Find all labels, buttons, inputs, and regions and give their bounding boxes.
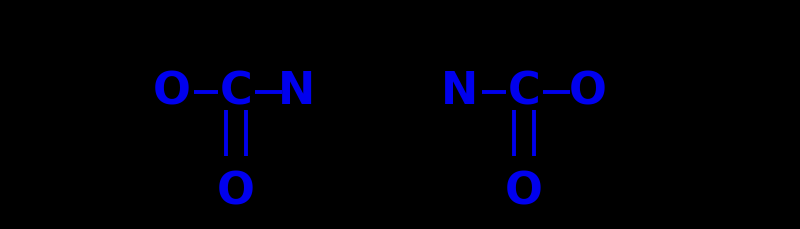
- Text: O: O: [569, 70, 607, 113]
- Text: N: N: [278, 70, 314, 113]
- Text: C: C: [508, 70, 540, 113]
- Text: N: N: [442, 70, 478, 113]
- Text: O: O: [505, 171, 543, 214]
- Text: C: C: [220, 70, 252, 113]
- Text: O: O: [217, 171, 255, 214]
- Text: O: O: [153, 70, 191, 113]
